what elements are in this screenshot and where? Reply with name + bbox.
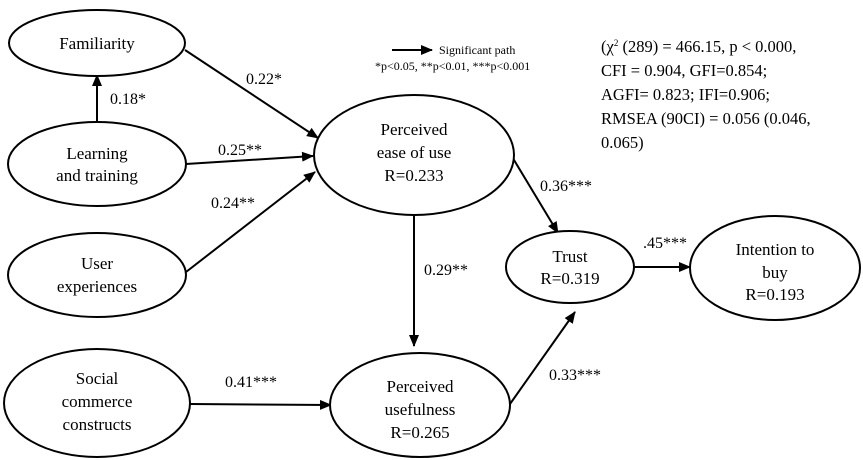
- node-social-commerce-constructs: Social commerce constructs: [3, 348, 191, 458]
- legend: Significant path *p<0.05, **p<0.01, ***p…: [375, 43, 530, 73]
- fit-chi-rest: (289) = 466.15, p < 0.000,: [618, 37, 796, 56]
- node-perceived-usefulness: Perceived usefulness R=0.265: [329, 352, 511, 458]
- node-label: Learning: [66, 144, 128, 163]
- node-label: and training: [56, 166, 138, 185]
- label-trust-intention: .45***: [643, 235, 687, 252]
- label-peou-pu: 0.29**: [424, 262, 468, 279]
- node-user-experiences: User experiences: [7, 232, 187, 318]
- path-pu-trust: [509, 311, 576, 405]
- paths: [92, 49, 691, 410]
- node-label: R=0.193: [745, 285, 804, 304]
- path-learning-peou: [185, 151, 314, 165]
- node-perceived-ease-of-use: Perceived ease of use R=0.233: [313, 94, 515, 216]
- label-user-peou: 0.24**: [211, 195, 255, 212]
- path-labels: 0.18* 0.22* 0.25** 0.24** 0.36*** 0.29**…: [110, 71, 687, 391]
- node-label: Familiarity: [59, 34, 135, 53]
- legend-significance-note: *p<0.05, **p<0.01, ***p<0.001: [375, 59, 530, 73]
- fit-line-rmsea: RMSEA (90CI) = 0.056 (0.046,: [601, 109, 811, 128]
- node-trust: Trust R=0.319: [505, 230, 635, 304]
- label-social-pu: 0.41***: [225, 374, 277, 391]
- node-label: constructs: [63, 415, 132, 434]
- node-label: Social: [76, 369, 119, 388]
- fit-chi-superscript: 2: [614, 38, 619, 48]
- fit-line-rmsea-ci-end: 0.065): [601, 133, 644, 152]
- node-familiarity: Familiarity: [8, 9, 186, 77]
- node-intention-to-buy: Intention to buy R=0.193: [689, 215, 861, 321]
- node-label: ease of use: [377, 143, 452, 162]
- fit-chi-open: (χ: [601, 37, 614, 56]
- node-label: R=0.233: [384, 166, 443, 185]
- node-label: buy: [762, 263, 788, 282]
- label-learning-peou: 0.25**: [218, 142, 262, 159]
- fit-line-cfi-gfi: CFI = 0.904, GFI=0.854;: [601, 61, 767, 80]
- legend-label: Significant path: [439, 43, 515, 57]
- path-peou-trust: [507, 149, 559, 234]
- node-label: R=0.319: [540, 269, 599, 288]
- node-label: usefulness: [385, 400, 456, 419]
- label-peou-trust: 0.36***: [540, 178, 592, 195]
- node-label: Perceived: [386, 377, 454, 396]
- path-familiarity-peou: [184, 49, 319, 139]
- label-learning-familiarity: 0.18*: [110, 91, 146, 108]
- fit-line-agfi-ifi: AGFI= 0.823; IFI=0.906;: [601, 85, 770, 104]
- node-label: Trust: [552, 247, 588, 266]
- path-user-peou: [185, 171, 316, 273]
- node-label: R=0.265: [390, 423, 449, 442]
- label-familiarity-peou: 0.22*: [246, 71, 282, 88]
- node-learning-and-training: Learning and training: [7, 121, 187, 207]
- fit-line-chi-square: (χ2 (289) = 466.15, p < 0.000,: [601, 37, 796, 56]
- node-label: experiences: [57, 277, 137, 296]
- node-label: commerce: [62, 392, 133, 411]
- path-social-pu: [189, 399, 332, 410]
- fit-statistics: (χ2 (289) = 466.15, p < 0.000, CFI = 0.9…: [601, 37, 811, 152]
- node-label: Intention to: [736, 240, 815, 259]
- node-label: Perceived: [380, 120, 448, 139]
- node-label: User: [81, 254, 113, 273]
- label-pu-trust: 0.33***: [549, 367, 601, 384]
